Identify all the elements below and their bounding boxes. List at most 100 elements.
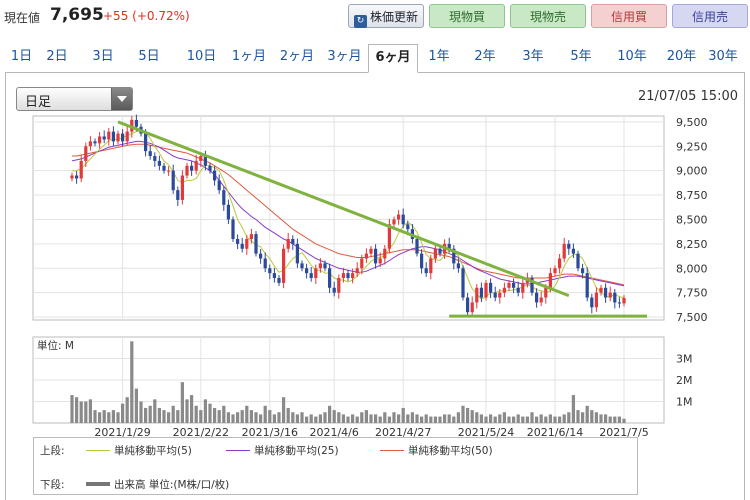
candle-body bbox=[378, 258, 382, 264]
tab-12[interactable]: 5年 bbox=[570, 49, 592, 64]
volume-bar bbox=[475, 412, 479, 423]
volume-bar bbox=[433, 416, 438, 423]
volume-bar bbox=[199, 410, 203, 423]
tab-13[interactable]: 10年 bbox=[617, 49, 647, 64]
chart-panel bbox=[5, 72, 745, 500]
candle-body bbox=[300, 263, 304, 269]
legend-sma5: 単純移動平均(5) bbox=[86, 443, 192, 458]
candle-body bbox=[580, 268, 585, 274]
volume-bar bbox=[498, 414, 502, 423]
tab-9[interactable]: 1年 bbox=[428, 49, 450, 64]
volume-bar bbox=[590, 410, 594, 423]
tab-11[interactable]: 3年 bbox=[522, 49, 544, 64]
volume-bar bbox=[323, 412, 327, 423]
tab-7[interactable]: 3ヶ月 bbox=[327, 49, 362, 64]
tab-1[interactable]: 2日 bbox=[46, 49, 68, 64]
chart-datetime: 21/07/05 15:00 bbox=[638, 89, 738, 104]
volume-bar bbox=[231, 414, 235, 423]
volume-bar bbox=[392, 412, 396, 423]
candle-body bbox=[84, 146, 88, 161]
spot-buy-button[interactable]: 現物買 bbox=[429, 4, 505, 28]
volume-bar bbox=[258, 414, 263, 423]
date-tick-label: 2021/1/29 bbox=[94, 426, 150, 439]
candle-body bbox=[323, 263, 327, 269]
tab-2[interactable]: 3日 bbox=[92, 49, 114, 64]
tab-10[interactable]: 2年 bbox=[474, 49, 496, 64]
tab-8[interactable]: 6ヶ月 bbox=[368, 44, 418, 73]
candle-body bbox=[286, 238, 290, 249]
stock-chart: 9,500 9,250 9,000 8,750 8,500 8,250 8,000 7,750… bbox=[32, 114, 708, 439]
volume-unit-label: 単位: M bbox=[37, 339, 74, 352]
volume-bar bbox=[622, 418, 626, 423]
candle-body bbox=[180, 175, 185, 200]
volume-bar bbox=[309, 414, 313, 423]
volume-bar bbox=[189, 395, 194, 423]
volume-bar bbox=[130, 341, 134, 423]
volume-bar bbox=[254, 412, 258, 423]
legend-sma25-label: 単純移動平均(25) bbox=[254, 445, 339, 457]
candle-body bbox=[364, 253, 369, 259]
volume-bar bbox=[84, 401, 88, 423]
candle-body bbox=[493, 292, 497, 298]
candle-body bbox=[539, 297, 543, 303]
volume-bar bbox=[286, 407, 290, 423]
date-tick-label: 2021/7/5 bbox=[599, 426, 648, 439]
volume-bar bbox=[539, 414, 543, 423]
candle-body bbox=[166, 170, 171, 172]
margin-sell-button[interactable]: 信用売 bbox=[672, 4, 748, 28]
volume-bar bbox=[295, 414, 300, 423]
date-tick-label: 2021/3/16 bbox=[242, 426, 298, 439]
candle-body bbox=[79, 160, 83, 179]
volume-bar bbox=[107, 412, 111, 423]
candle-body bbox=[599, 287, 603, 293]
tab-15[interactable]: 30年 bbox=[708, 49, 738, 64]
candle-body bbox=[470, 302, 474, 313]
legend-sma50-label: 単純移動平均(50) bbox=[408, 445, 493, 457]
candle-body bbox=[456, 263, 461, 269]
candle-body bbox=[562, 243, 566, 259]
legend-sma50-swatch bbox=[380, 450, 404, 451]
spot-sell-button[interactable]: 現物売 bbox=[510, 4, 586, 28]
volume-bar bbox=[502, 412, 507, 423]
volume-bar bbox=[162, 410, 166, 423]
volume-bar bbox=[585, 405, 589, 423]
candle-body bbox=[162, 165, 166, 171]
price-value: 7,695 bbox=[50, 5, 104, 25]
volume-bar bbox=[208, 403, 212, 423]
volume-bar bbox=[548, 414, 553, 423]
volume-bar bbox=[571, 395, 576, 423]
candle-body bbox=[327, 268, 332, 288]
price-change: +55 (+0.72%) bbox=[103, 9, 190, 23]
volume-bar bbox=[479, 414, 484, 423]
margin-buy-button[interactable]: 信用買 bbox=[591, 4, 667, 28]
candle-body bbox=[185, 165, 189, 176]
candle-body bbox=[125, 131, 129, 142]
tab-14[interactable]: 20年 bbox=[666, 49, 697, 64]
candle-body bbox=[254, 234, 258, 254]
tab-0[interactable]: 1日 bbox=[10, 49, 33, 64]
volume-bar bbox=[530, 412, 534, 423]
tab-6[interactable]: 2ヶ月 bbox=[279, 49, 315, 64]
volume-bar bbox=[157, 407, 162, 423]
volume-bar bbox=[484, 416, 488, 423]
candle-body bbox=[263, 258, 267, 269]
candle-body bbox=[613, 292, 617, 303]
volume-bar bbox=[350, 414, 355, 423]
candle-body bbox=[346, 273, 350, 279]
candle-body bbox=[433, 248, 438, 259]
tab-3[interactable]: 5日 bbox=[138, 49, 160, 64]
price-tick-label: 9,500 bbox=[676, 116, 708, 129]
candle-type-select[interactable]: 日足 bbox=[16, 87, 133, 111]
tab-5[interactable]: 1ヶ月 bbox=[231, 49, 267, 64]
candle-body bbox=[281, 248, 286, 283]
tab-4[interactable]: 10日 bbox=[186, 49, 217, 64]
volume-bar bbox=[383, 412, 387, 423]
refresh-price-label: 株価更新 bbox=[369, 10, 418, 24]
volume-bar bbox=[617, 416, 622, 423]
volume-bar bbox=[337, 412, 341, 423]
refresh-price-button[interactable]: ↻ 株価更新 bbox=[348, 4, 424, 28]
volume-bar bbox=[143, 407, 148, 423]
volume-bar bbox=[424, 414, 428, 423]
candle-body bbox=[70, 175, 74, 179]
candle-body bbox=[511, 282, 516, 288]
